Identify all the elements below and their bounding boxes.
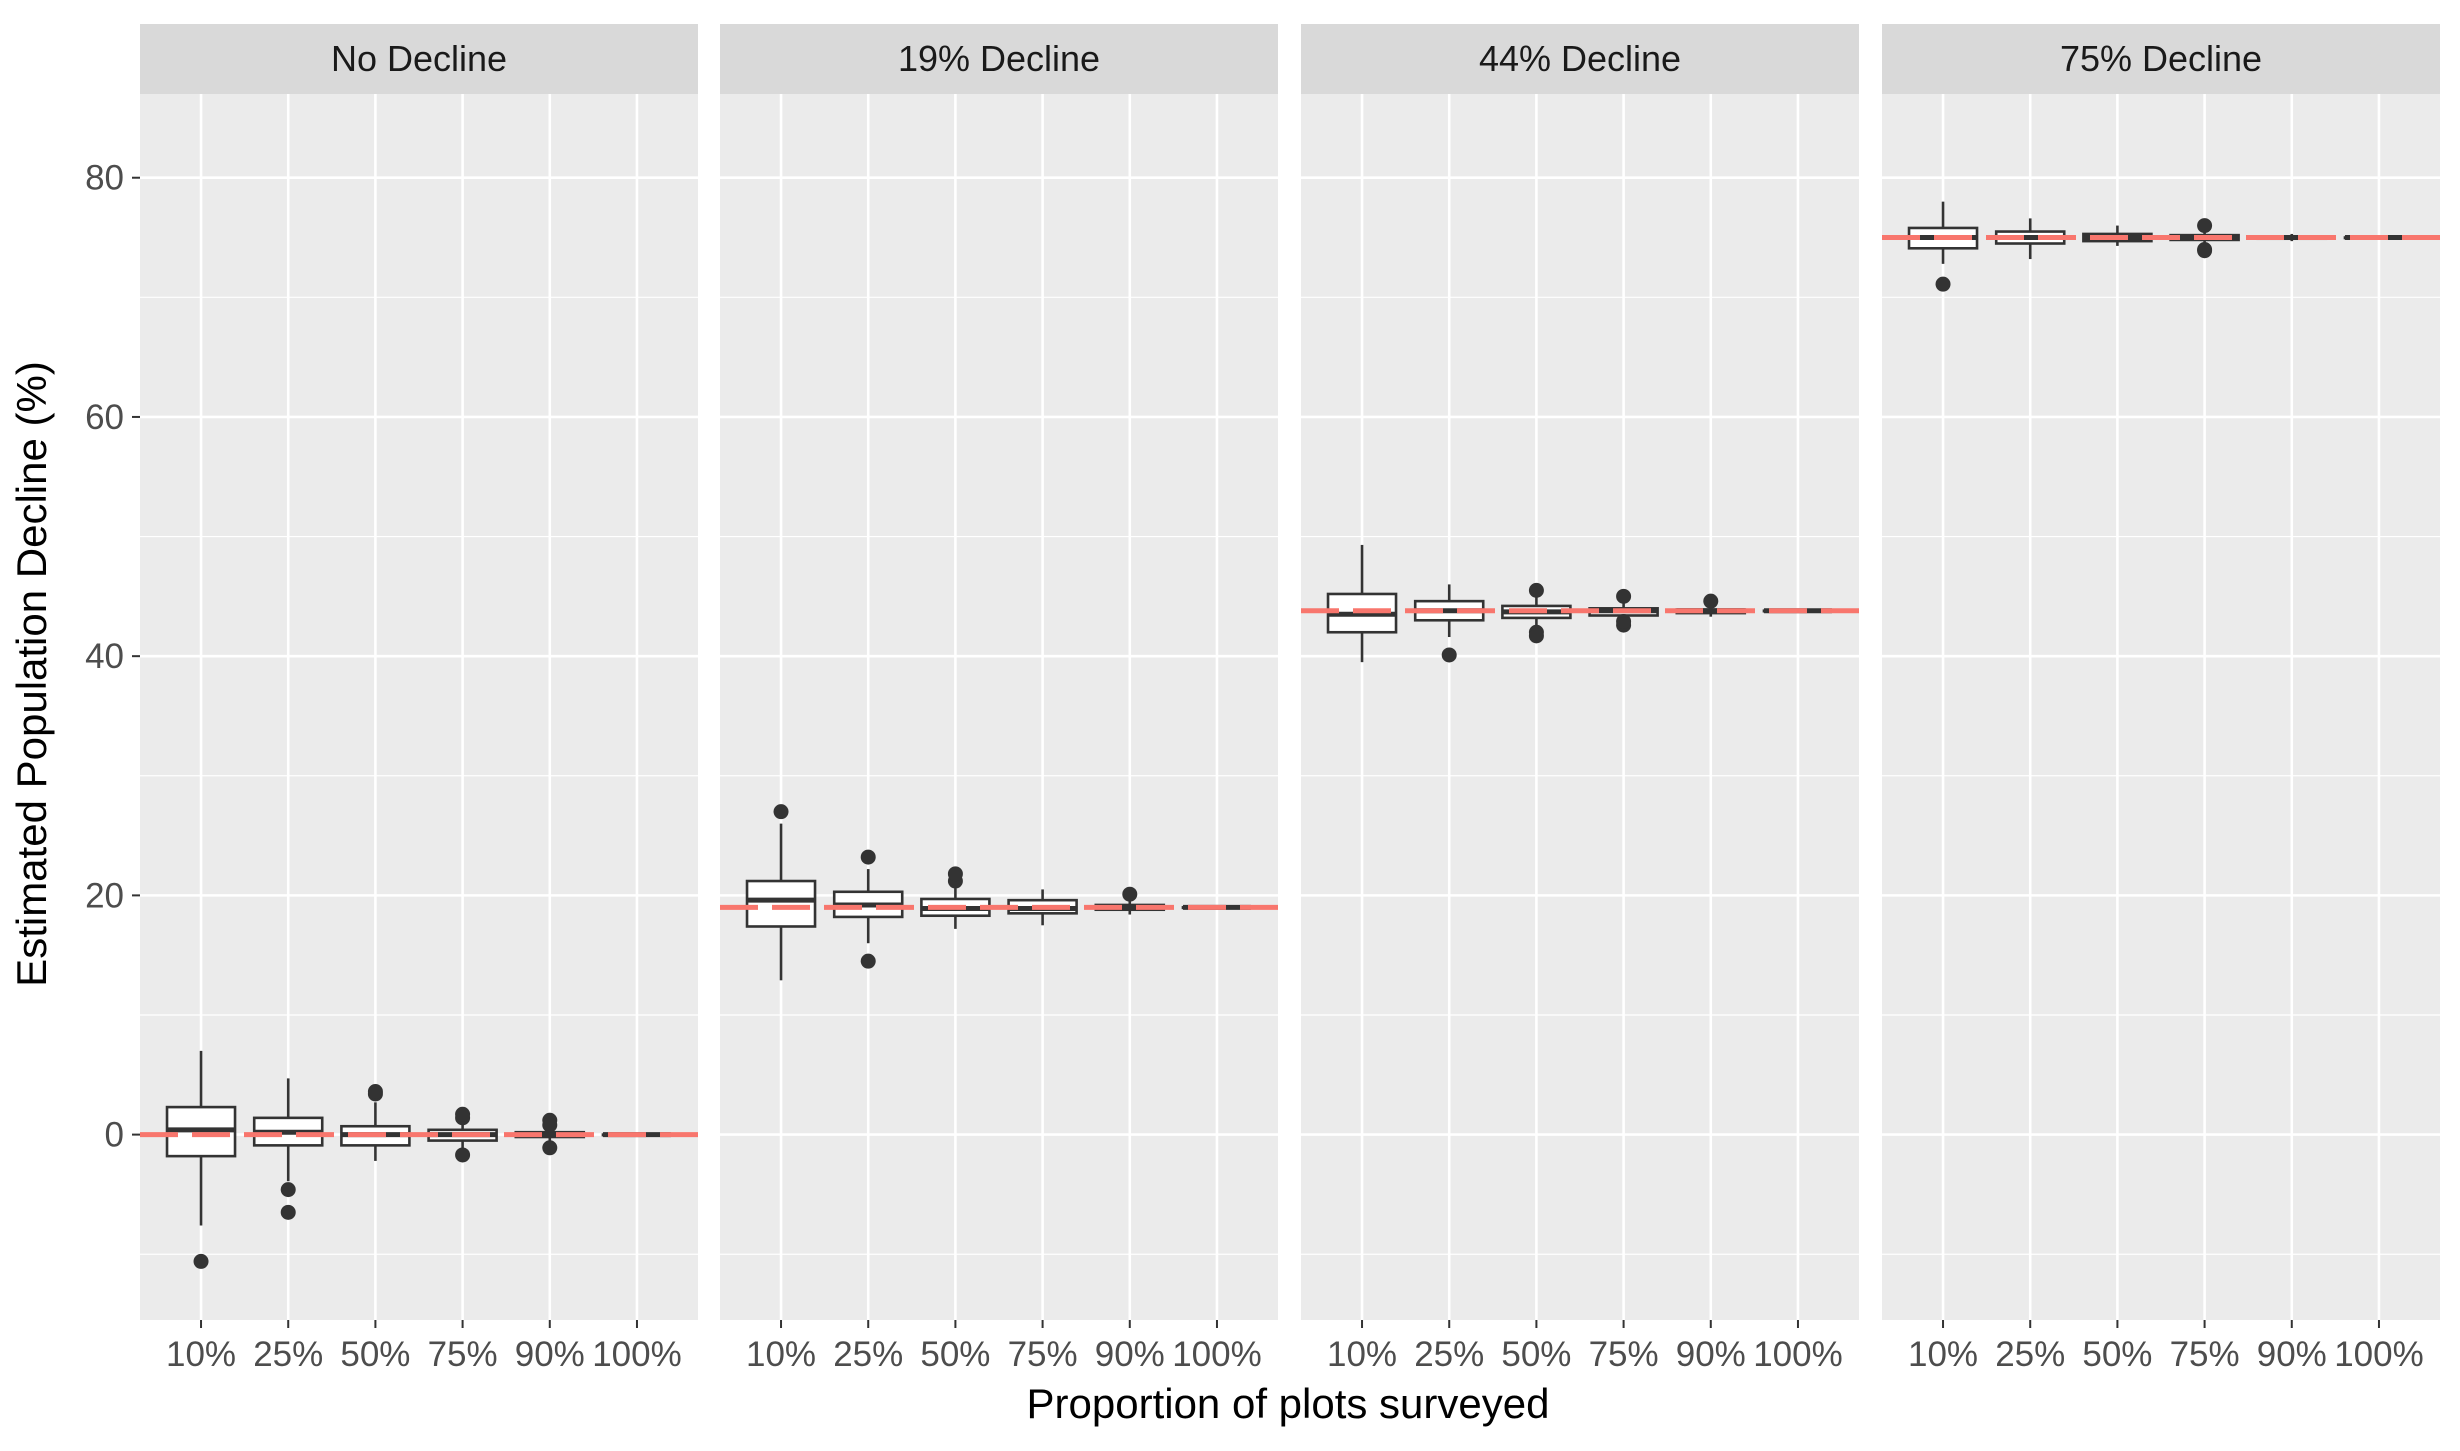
outlier-point — [947, 866, 963, 882]
x-tick-label: 75% — [1589, 1335, 1659, 1374]
box-10% — [745, 804, 817, 981]
x-tick-label: 100% — [1172, 1335, 1262, 1374]
outlier-point — [455, 1106, 471, 1122]
panel-background — [1301, 94, 1859, 1320]
outlier-point — [2197, 243, 2213, 259]
x-tick-label: 75% — [428, 1335, 498, 1374]
outlier-point — [193, 1253, 209, 1269]
panel-strip-label: No Decline — [331, 38, 507, 79]
panel-strip — [1882, 24, 2440, 94]
x-tick-label: 10% — [1908, 1335, 1978, 1374]
x-tick-label: 25% — [253, 1335, 323, 1374]
x-tick-label: 50% — [1501, 1335, 1571, 1374]
x-axis-title: Proportion of plots surveyed — [1027, 1380, 1550, 1427]
outlier-point — [773, 804, 789, 820]
outlier-point — [1528, 582, 1544, 598]
panel-3: 75% Decline 10% 25% 50% 75% 90% 100% — [1882, 24, 2440, 1374]
x-tick-label: 90% — [1676, 1335, 1746, 1374]
panel-strip — [720, 24, 1278, 94]
y-tick-label: 80 — [85, 159, 124, 198]
y-axis: 0 20 40 60 80 — [85, 159, 140, 1155]
y-tick-label: 40 — [85, 637, 124, 676]
x-tick-label: 50% — [340, 1335, 410, 1374]
x-tick-label: 10% — [166, 1335, 236, 1374]
x-tick-label: 90% — [2257, 1335, 2327, 1374]
panel-1: 19% Decline 10% 25% 50% 75% 90% 100% — [720, 24, 1278, 1374]
y-tick-label: 20 — [85, 876, 124, 915]
panel-strip — [140, 24, 698, 94]
panel-2: 44% Decline 10% 25% 50% 75% 90% 100% — [1301, 24, 1859, 1374]
outlier-point — [1616, 588, 1632, 604]
y-tick-label: 60 — [85, 398, 124, 437]
x-tick-label: 10% — [746, 1335, 816, 1374]
outlier-point — [455, 1147, 471, 1163]
box-body — [745, 879, 817, 928]
y-tick-label: 0 — [105, 1116, 124, 1155]
x-tick-label: 75% — [1008, 1335, 1078, 1374]
x-tick-label: 50% — [2082, 1335, 2152, 1374]
x-tick-label: 100% — [592, 1335, 682, 1374]
outlier-point — [860, 953, 876, 969]
x-tick-label: 90% — [515, 1335, 585, 1374]
outlier-point — [2197, 218, 2213, 234]
outlier-point — [1703, 593, 1719, 609]
x-tick-label: 25% — [833, 1335, 903, 1374]
panel-background — [1882, 94, 2440, 1320]
outlier-point — [280, 1182, 296, 1198]
x-tick-label: 75% — [2170, 1335, 2240, 1374]
panel-strip-label: 44% Decline — [1479, 38, 1681, 79]
outlier-point — [1528, 628, 1544, 644]
x-tick-label: 100% — [2334, 1335, 2424, 1374]
x-tick-label: 25% — [1414, 1335, 1484, 1374]
panel-strip-label: 19% Decline — [898, 38, 1100, 79]
x-tick-label: 10% — [1327, 1335, 1397, 1374]
x-tick-label: 100% — [1753, 1335, 1843, 1374]
panel-strip-label: 75% Decline — [2060, 38, 2262, 79]
outlier-point — [1935, 276, 1951, 292]
panel-0: No Decline 10% 25% 50% 75% 90% 100% — [140, 24, 698, 1374]
outlier-point — [367, 1084, 383, 1100]
outlier-point — [1616, 613, 1632, 629]
panel-background — [720, 94, 1278, 1320]
outlier-point — [1122, 886, 1138, 902]
outlier-point — [860, 849, 876, 865]
outlier-point — [542, 1117, 558, 1133]
outlier-point — [280, 1204, 296, 1220]
box-10% — [165, 1050, 237, 1269]
outlier-point — [1441, 647, 1457, 663]
x-tick-label: 90% — [1095, 1335, 1165, 1374]
y-axis-title: Estimated Population Decline (%) — [8, 361, 55, 987]
x-tick-label: 50% — [920, 1335, 990, 1374]
x-tick-label: 25% — [1995, 1335, 2065, 1374]
panel-strip — [1301, 24, 1859, 94]
outlier-point — [542, 1140, 558, 1156]
